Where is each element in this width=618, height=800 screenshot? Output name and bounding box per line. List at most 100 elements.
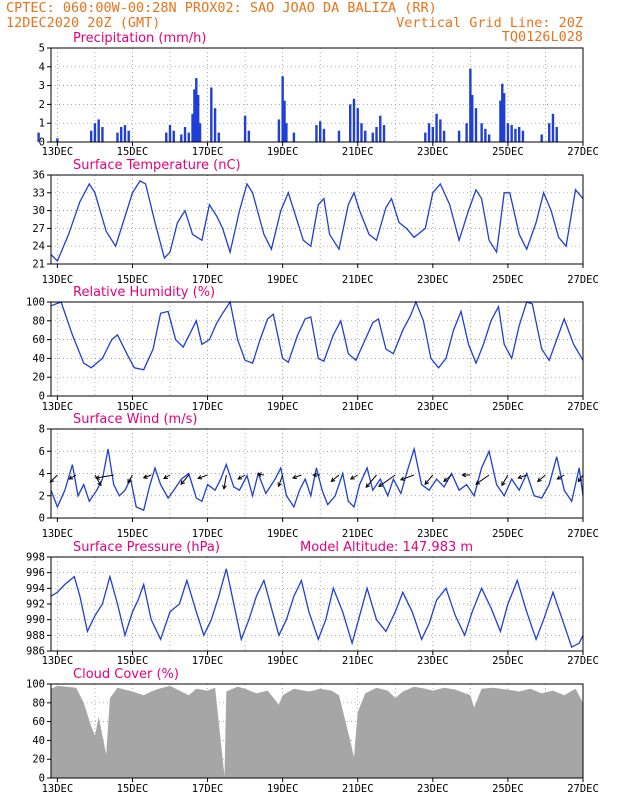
y-tick-label: 60 — [32, 334, 45, 346]
panel-title: Precipitation (mm/h) — [73, 31, 206, 46]
wind-arrow-head — [330, 477, 336, 483]
x-tick-label: 17DEC — [192, 783, 224, 795]
x-tick-label: 13DEC — [42, 783, 74, 795]
precip-bar — [283, 100, 286, 142]
precip-bar — [484, 128, 487, 142]
precip-bar — [168, 125, 172, 142]
x-tick-label: 21DEC — [342, 401, 374, 413]
wind-arrow-head — [197, 475, 203, 480]
wind-arrow-head — [277, 482, 282, 488]
wind-arrow — [278, 474, 284, 487]
precip-bar — [116, 132, 119, 142]
precip-bar — [120, 126, 123, 142]
x-tick-label: 19DEC — [267, 655, 299, 667]
precip-bar — [382, 125, 386, 142]
precip-bar — [480, 123, 483, 142]
series-line — [50, 300, 584, 371]
precip-bar — [474, 108, 478, 142]
y-tick-label: 100 — [26, 297, 45, 309]
series-line — [50, 180, 584, 263]
precip-bar — [439, 119, 442, 142]
x-tick-label: 15DEC — [117, 783, 149, 795]
precip-bar — [217, 132, 221, 142]
wind-arrow — [365, 474, 377, 488]
y-tick-label: 998 — [26, 552, 45, 564]
precip-bar — [457, 130, 461, 142]
wind-arrow — [223, 474, 227, 489]
precip-bar — [183, 126, 187, 142]
y-tick-label: 0 — [39, 391, 45, 403]
wind-arrow — [501, 474, 509, 486]
x-tick-label: 17DEC — [192, 401, 224, 413]
x-tick-label: 17DEC — [192, 274, 224, 286]
x-tick-label: 25DEC — [492, 274, 524, 286]
x-tick-label: 21DEC — [342, 528, 374, 540]
wind-arrow-head — [577, 477, 583, 483]
panel-2: Surface Temperature (nC) 21 24 27 30 33 36 13DE… — [32, 158, 598, 286]
wind-arrow-head — [97, 481, 102, 487]
precip-bar — [510, 125, 513, 142]
y-tick-label: 988 — [26, 630, 45, 642]
wind-arrow-head — [424, 480, 430, 485]
header-station: CPTEC: 060:00W-00:28N PROX02: SAO JOAO D… — [6, 0, 437, 16]
precip-bar — [180, 134, 183, 142]
precip-bar — [356, 108, 359, 142]
precip-bar — [123, 125, 127, 142]
y-tick-label: 990 — [26, 614, 45, 626]
x-tick-label: 15DEC — [117, 655, 149, 667]
y-tick-label: 0 — [39, 137, 45, 149]
precip-bar — [517, 126, 521, 142]
precip-bar — [165, 132, 168, 142]
panel-5: Surface Pressure (hPa) Model Altitude: 14… — [26, 540, 599, 667]
x-tick-label: 21DEC — [342, 655, 374, 667]
precip-bar — [465, 123, 468, 142]
x-tick-label: 13DEC — [42, 528, 74, 540]
wind-arrow-head — [312, 472, 317, 478]
wind-arrow-head — [517, 474, 523, 480]
x-tick-label: 15DEC — [117, 528, 149, 540]
x-tick-label: 23DEC — [417, 783, 449, 795]
precip-bar — [191, 113, 194, 142]
y-tick-label: 4 — [39, 61, 45, 73]
panel-3: Relative Humidity (%) 0 20 40 60 80 100 13DEC 15… — [26, 285, 599, 413]
x-tick-label: 23DEC — [417, 274, 449, 286]
header-date: 12DEC2020 20Z (GMT) — [6, 15, 160, 31]
precip-bar — [427, 123, 431, 142]
panel-frame — [50, 174, 584, 265]
wind-arrow-head — [127, 478, 132, 484]
wind-arrow-head — [222, 484, 227, 490]
y-tick-label: 33 — [32, 187, 45, 199]
wind-arrow — [518, 474, 527, 479]
x-tick-label: 27DEC — [567, 274, 599, 286]
x-tick-label: 19DEC — [267, 146, 299, 158]
y-tick-label: 994 — [26, 583, 45, 595]
wind-arrow-head — [475, 480, 481, 485]
x-tick-label: 27DEC — [567, 146, 599, 158]
panel-title: Surface Temperature (nC) — [73, 158, 241, 173]
cloud-area — [51, 685, 583, 778]
precip-bar — [277, 119, 281, 142]
wind-arrow — [292, 474, 302, 479]
precip-bar — [469, 68, 472, 142]
y-tick-label: 80 — [32, 315, 45, 327]
panel-title: Surface Wind (m/s) — [73, 412, 197, 427]
precip-bar — [37, 132, 40, 142]
y-tick-label: 0 — [39, 513, 45, 525]
x-tick-label: 13DEC — [42, 401, 74, 413]
precip-bar — [210, 87, 213, 142]
y-tick-label: 8 — [39, 424, 45, 436]
panel-frame — [50, 428, 584, 519]
y-tick-label: 2 — [39, 490, 45, 502]
wind-arrow — [237, 474, 246, 480]
precip-bar — [127, 130, 130, 142]
wind-arrow — [378, 474, 396, 487]
x-tick-label: 19DEC — [267, 783, 299, 795]
x-tick-label: 25DEC — [492, 655, 524, 667]
x-tick-label: 27DEC — [567, 655, 599, 667]
precip-bar — [431, 126, 435, 142]
precip-bar — [435, 113, 438, 142]
precip-bar — [318, 121, 322, 142]
y-tick-label: 996 — [26, 567, 45, 579]
precip-bar — [379, 115, 382, 142]
